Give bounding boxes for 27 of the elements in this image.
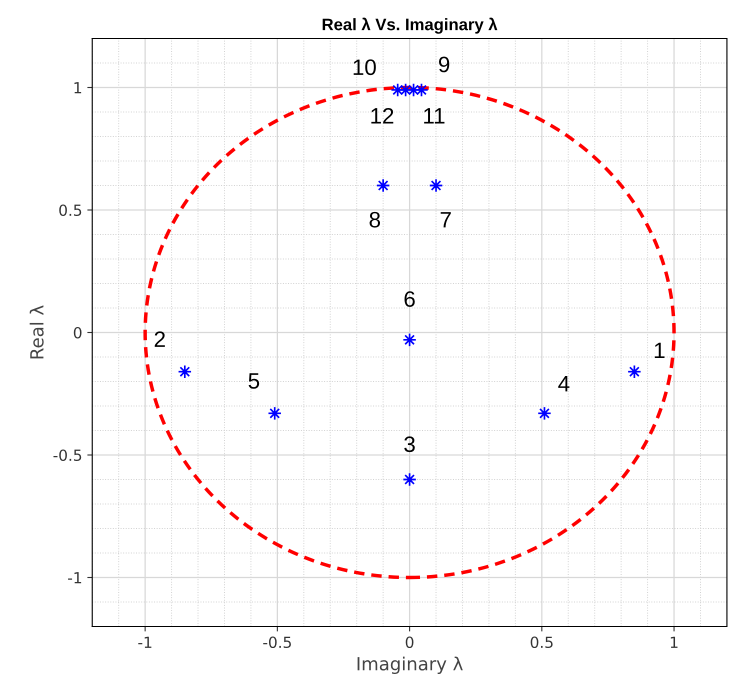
annotation: 8	[370, 212, 380, 228]
x-tick-label: 1	[670, 636, 678, 648]
annotation: 2	[154, 331, 165, 347]
annotation: 6	[404, 291, 415, 307]
annotation: 12	[371, 108, 394, 124]
chart-title: Real λ Vs. Imaginary λ	[322, 18, 498, 34]
annotation: 7	[440, 212, 451, 228]
x-axis-title: Imaginary λ	[358, 656, 463, 674]
annotation: 11	[424, 108, 444, 124]
y-axis-title: Real λ	[30, 305, 44, 358]
x-tick-label: 0.5	[530, 636, 553, 648]
y-tick-label: -0.5	[53, 449, 82, 462]
point	[414, 82, 429, 98]
annotation: 5	[248, 373, 260, 389]
x-tick-label: 0	[406, 636, 414, 648]
y-tick-label: 0.5	[59, 204, 82, 216]
x-tick-label: -0.5	[263, 636, 291, 648]
annotation: 1	[654, 342, 664, 358]
annotation: 9	[438, 56, 450, 72]
annotation: 10	[354, 59, 376, 76]
y-tick-label: 1	[74, 82, 82, 94]
annotation: 3	[404, 436, 415, 452]
point	[428, 178, 444, 193]
y-tick-label: -1	[68, 572, 82, 584]
x-tick-label: -1	[138, 636, 152, 648]
annotation: 4	[558, 376, 570, 392]
y-tick-label: 0	[74, 326, 82, 339]
